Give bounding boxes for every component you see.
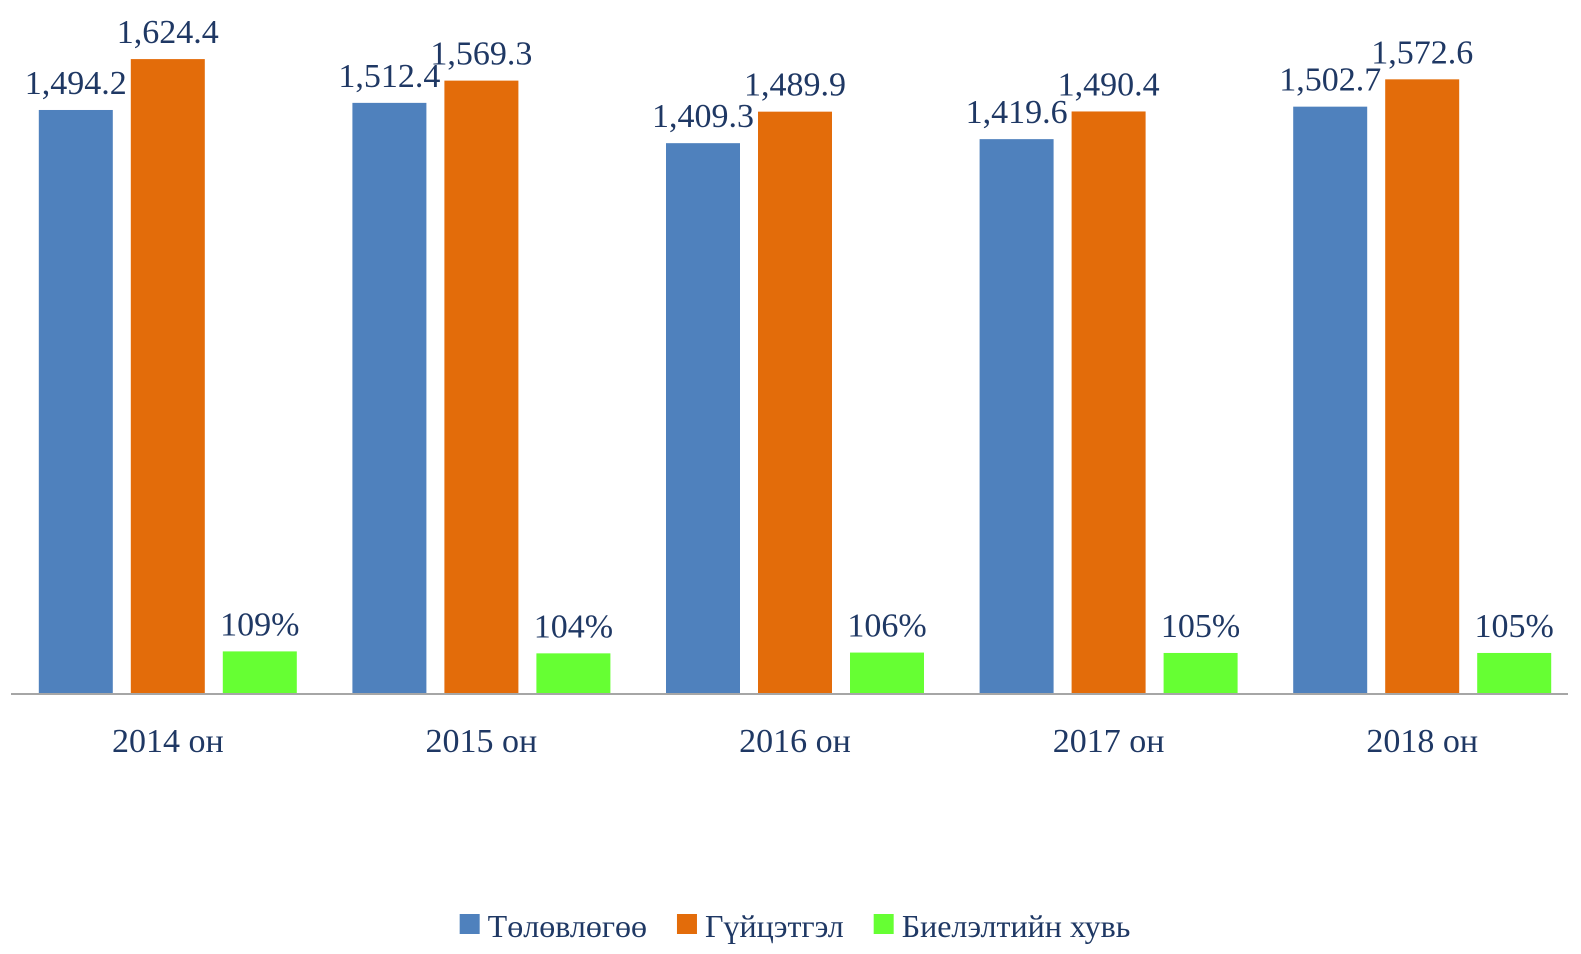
bar bbox=[130, 59, 205, 694]
legend-swatch bbox=[459, 914, 480, 934]
value-label: 1,494.2 bbox=[25, 65, 127, 102]
bar bbox=[222, 651, 297, 694]
bar bbox=[536, 653, 611, 694]
value-label: 1,419.6 bbox=[966, 94, 1068, 131]
value-label: 105% bbox=[1475, 608, 1554, 645]
bar bbox=[979, 139, 1054, 694]
x-tick-label: 2018 он bbox=[1366, 723, 1478, 760]
value-label: 105% bbox=[1161, 608, 1240, 645]
x-tick-label: 2016 он bbox=[739, 723, 851, 760]
bar bbox=[666, 143, 740, 694]
x-tick-label: 2014 он bbox=[112, 723, 224, 760]
value-label: 104% bbox=[534, 608, 613, 645]
bar bbox=[1293, 106, 1368, 694]
value-label: 1,489.9 bbox=[744, 67, 846, 104]
value-label: 1,502.7 bbox=[1279, 62, 1381, 99]
value-label: 1,409.3 bbox=[652, 98, 754, 135]
legend-swatch bbox=[676, 914, 697, 934]
value-label: 109% bbox=[220, 606, 299, 643]
x-tick-label: 2015 он bbox=[426, 723, 538, 760]
bar bbox=[352, 102, 427, 694]
bar bbox=[444, 80, 519, 695]
bar bbox=[38, 109, 113, 694]
value-label: 1,624.4 bbox=[117, 14, 219, 51]
bar bbox=[1071, 111, 1146, 695]
value-label: 106% bbox=[847, 608, 926, 645]
bar bbox=[1477, 652, 1552, 694]
value-label: 1,512.4 bbox=[338, 58, 440, 95]
value-label: 1,572.6 bbox=[1371, 34, 1473, 71]
bar bbox=[850, 652, 924, 694]
value-label: 1,569.3 bbox=[430, 36, 532, 73]
legend-label: Гүйцэтгэл bbox=[705, 908, 844, 944]
x-tick-label: 2017 он bbox=[1053, 723, 1165, 760]
value-label: 1,490.4 bbox=[1058, 66, 1160, 103]
bar bbox=[1385, 79, 1460, 694]
legend-swatch bbox=[873, 914, 894, 934]
legend-label: Төлөвлөгөө bbox=[488, 908, 647, 944]
legend-label: Биелэлтийн хувь bbox=[902, 908, 1131, 944]
bar bbox=[758, 111, 832, 695]
bar bbox=[1163, 652, 1238, 694]
